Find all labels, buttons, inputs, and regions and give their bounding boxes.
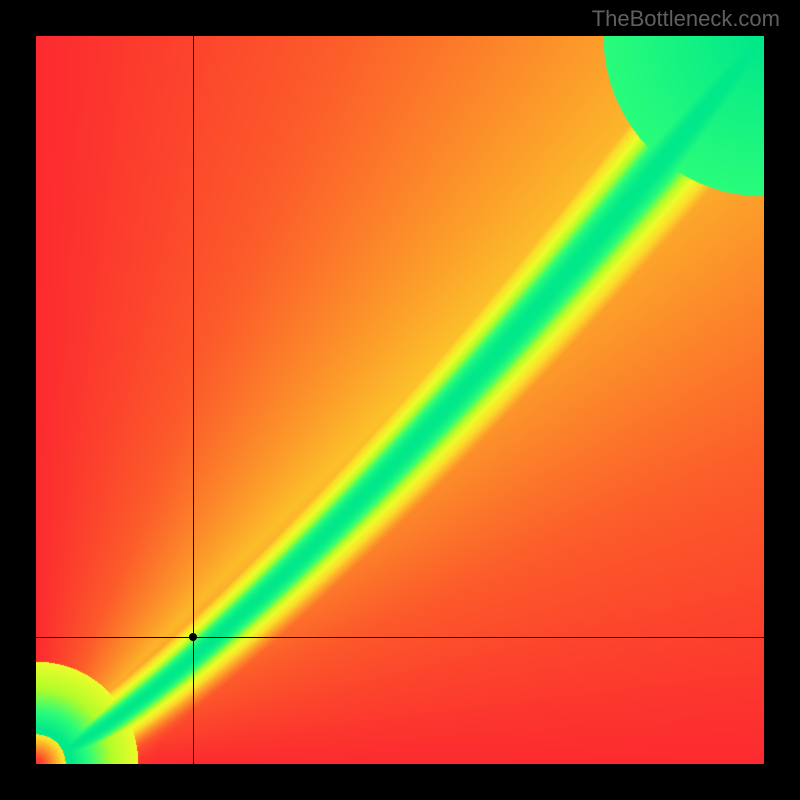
watermark-label: TheBottleneck.com <box>592 6 780 32</box>
heatmap-canvas <box>36 36 764 764</box>
plot-area <box>36 36 764 764</box>
crosshair-horizontal <box>36 637 764 638</box>
chart-container: TheBottleneck.com <box>0 0 800 800</box>
crosshair-vertical <box>193 36 194 764</box>
crosshair-marker <box>189 633 197 641</box>
